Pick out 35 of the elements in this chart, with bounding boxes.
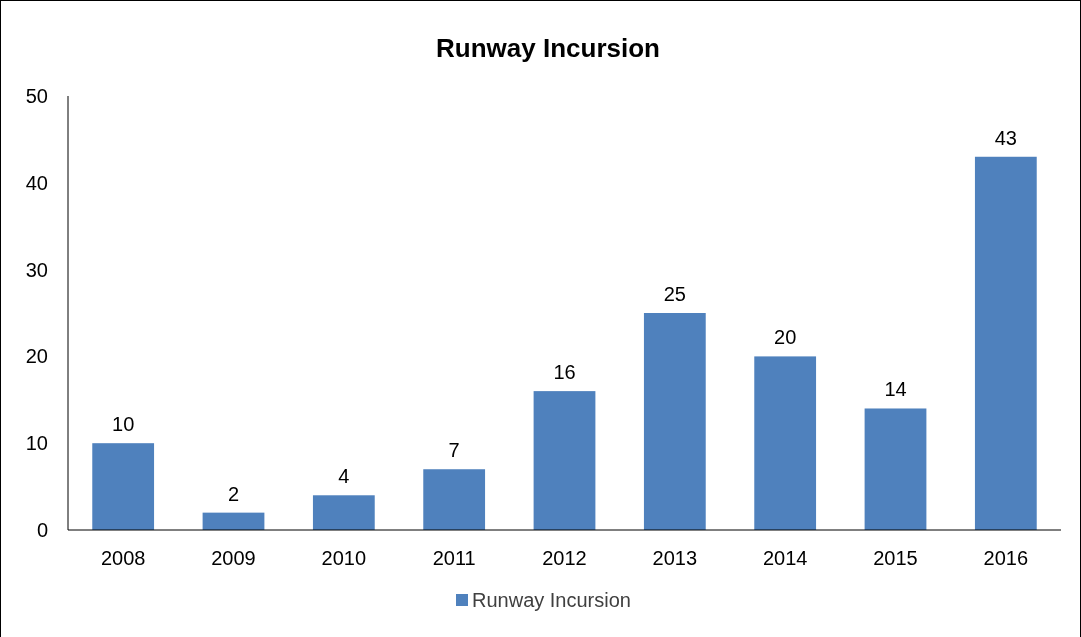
- y-tick-label: 10: [25, 432, 48, 455]
- data-label: 7: [448, 439, 460, 462]
- y-tick-label: 0: [36, 519, 48, 541]
- data-label: 16: [553, 361, 576, 384]
- bar: [974, 156, 1037, 530]
- bar: [864, 408, 927, 530]
- data-label: 25: [663, 283, 686, 305]
- y-tick-label: 30: [25, 258, 48, 281]
- y-tick-label: 20: [25, 345, 48, 368]
- bar: [533, 391, 596, 530]
- x-tick-label: 2013: [652, 547, 698, 569]
- x-tick-label: 2008: [100, 547, 146, 569]
- x-tick-label: 2010: [321, 547, 367, 569]
- chart-title: Runway Incursion: [436, 33, 660, 63]
- y-tick-label: 40: [25, 171, 48, 194]
- bar: [202, 512, 265, 530]
- bar: [754, 356, 817, 530]
- legend-label: Runway Incursion: [472, 589, 631, 611]
- y-tick-label: 50: [25, 85, 48, 107]
- data-label: 43: [994, 126, 1017, 149]
- x-tick-label: 2011: [432, 547, 476, 569]
- x-tick-label: 2009: [211, 547, 256, 569]
- bar: [643, 313, 706, 530]
- x-tick-label: 2016: [983, 547, 1029, 569]
- data-label: 4: [338, 465, 350, 488]
- x-tick-label: 2012: [542, 547, 587, 569]
- x-tick-label: 2015: [873, 547, 918, 569]
- data-label: 14: [884, 378, 907, 401]
- bar: [92, 443, 155, 530]
- data-label: 10: [112, 413, 135, 436]
- bar: [423, 469, 486, 530]
- data-label: 2: [227, 482, 240, 505]
- bar: [312, 495, 375, 530]
- data-label: 20: [774, 326, 797, 349]
- x-tick-label: 2014: [762, 547, 808, 569]
